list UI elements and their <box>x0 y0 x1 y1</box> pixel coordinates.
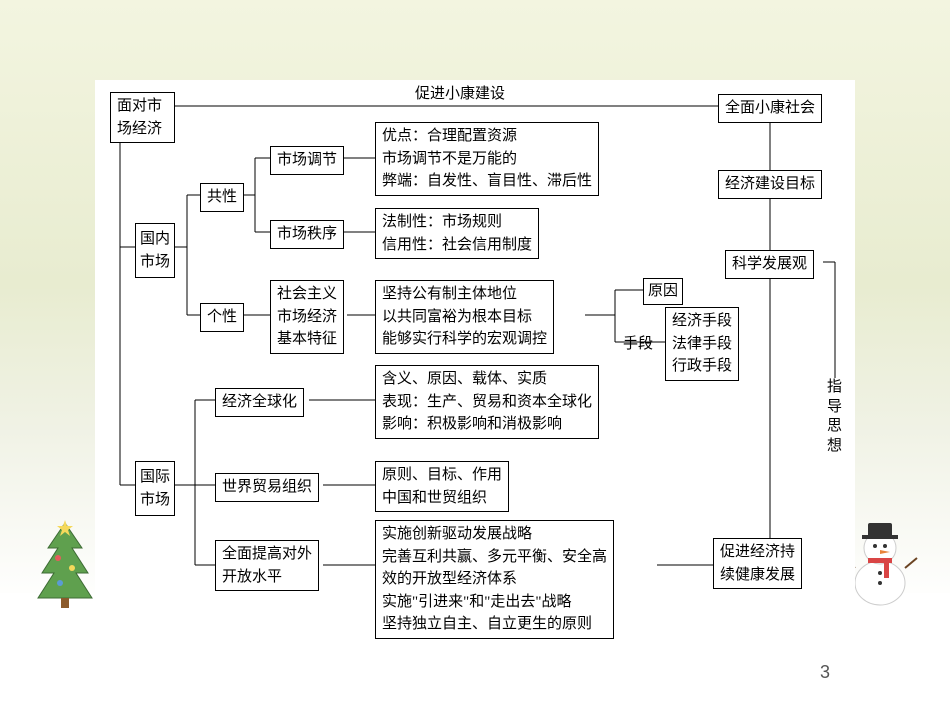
text: 共性 <box>207 186 237 209</box>
text: 法律手段 <box>672 333 732 356</box>
text: 科学发展观 <box>732 253 807 276</box>
text: 市场调节不是万能的 <box>382 148 517 171</box>
text: 以共同富裕为根本目标 <box>382 306 532 329</box>
text: 中国和世贸组织 <box>382 487 487 510</box>
node-root: 面对市 场经济 <box>110 92 175 143</box>
text: 基本特征 <box>277 328 337 351</box>
node-right2: 经济建设目标 <box>718 170 822 199</box>
text: 原则、目标、作用 <box>382 464 502 487</box>
node-open: 全面提高对外 开放水平 <box>215 540 319 591</box>
text: 能够实行科学的宏观调控 <box>382 328 547 351</box>
text: 优点：合理配置资源 <box>382 125 517 148</box>
label-means: 手段 <box>623 332 653 353</box>
node-d4: 含义、原因、载体、实质 表现：生产、贸易和资本全球化 影响：积极影响和消极影响 <box>375 365 599 439</box>
text: 开放水平 <box>222 566 282 589</box>
text: 市场经济 <box>277 306 337 329</box>
text: 个性 <box>207 306 237 329</box>
node-reason: 原因 <box>643 278 683 305</box>
text: 促进经济持 <box>720 541 795 564</box>
text: 全面小康社会 <box>725 97 815 120</box>
text: 实施"引进来"和"走出去"战略 <box>382 591 572 614</box>
node-soc: 社会主义 市场经济 基本特征 <box>270 280 344 354</box>
node-d2: 法制性：市场规则 信用性：社会信用制度 <box>375 208 539 259</box>
text: 经济全球化 <box>222 391 297 414</box>
page-number: 3 <box>820 662 830 683</box>
node-wto: 世界贸易组织 <box>215 473 319 502</box>
node-mkt-order: 市场秩序 <box>270 220 344 249</box>
node-d5: 原则、目标、作用 中国和世贸组织 <box>375 461 509 512</box>
text: 含义、原因、载体、实质 <box>382 368 547 391</box>
node-right5: 促进经济持 续健康发展 <box>713 538 802 589</box>
text: 信用性：社会信用制度 <box>382 234 532 257</box>
tree-decoration <box>30 518 100 613</box>
text: 经济手段 <box>672 310 732 333</box>
node-indiv: 个性 <box>200 303 244 332</box>
text: 效的开放型经济体系 <box>382 568 517 591</box>
text: 坚持独立自主、自立更生的原则 <box>382 613 592 636</box>
text: 行政手段 <box>672 355 732 378</box>
node-d6: 实施创新驱动发展战略 完善互利共赢、多元平衡、安全高 效的开放型经济体系 实施"… <box>375 520 614 639</box>
node-root-text: 面对市 场经济 <box>117 95 162 140</box>
node-domestic: 国内 市场 <box>135 223 175 278</box>
top-label: 促进小康建设 <box>415 82 505 103</box>
vertical-label: 指导思想 <box>827 378 842 456</box>
text: 弊端：自发性、盲目性、滞后性 <box>382 170 592 193</box>
text: 续健康发展 <box>720 564 795 587</box>
node-intl: 国际 市场 <box>135 461 175 516</box>
node-right3: 科学发展观 <box>725 250 814 279</box>
node-common: 共性 <box>200 183 244 212</box>
node-mkt-adj: 市场调节 <box>270 146 344 175</box>
text: 市场调节 <box>277 149 337 172</box>
node-right4: 经济手段 法律手段 行政手段 <box>665 307 739 381</box>
text: 全面提高对外 <box>222 543 312 566</box>
text: 经济建设目标 <box>725 173 815 196</box>
node-glob: 经济全球化 <box>215 388 304 417</box>
node-d3: 坚持公有制主体地位 以共同富裕为根本目标 能够实行科学的宏观调控 <box>375 280 554 354</box>
text: 坚持公有制主体地位 <box>382 283 517 306</box>
text: 原因 <box>648 280 678 303</box>
text: 市场秩序 <box>277 223 337 246</box>
text: 国际 市场 <box>140 466 170 511</box>
text: 完善互利共赢、多元平衡、安全高 <box>382 546 607 569</box>
text: 社会主义 <box>277 283 337 306</box>
text: 实施创新驱动发展战略 <box>382 523 532 546</box>
node-d1: 优点：合理配置资源 市场调节不是万能的 弊端：自发性、盲目性、滞后性 <box>375 122 599 196</box>
text: 国内 市场 <box>140 228 170 273</box>
node-right1: 全面小康社会 <box>718 94 822 123</box>
text: 影响：积极影响和消极影响 <box>382 413 562 436</box>
text: 世界贸易组织 <box>222 476 312 499</box>
text: 表现：生产、贸易和资本全球化 <box>382 391 592 414</box>
diagram-slide: 促进小康建设 面对市 场经济 全面小康社会 经济建设目标 科学发展观 经济手段 … <box>95 80 855 650</box>
text: 法制性：市场规则 <box>382 211 502 234</box>
